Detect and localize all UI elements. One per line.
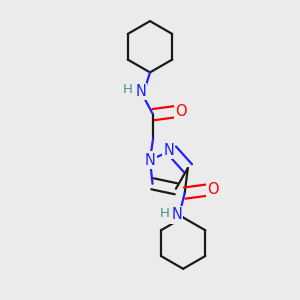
Text: H: H bbox=[159, 207, 169, 220]
Text: O: O bbox=[176, 104, 187, 119]
Text: H: H bbox=[122, 83, 132, 96]
Text: N: N bbox=[135, 84, 146, 99]
Text: N: N bbox=[163, 143, 174, 158]
Text: N: N bbox=[171, 208, 182, 223]
Text: O: O bbox=[207, 182, 219, 197]
Text: N: N bbox=[145, 152, 155, 167]
